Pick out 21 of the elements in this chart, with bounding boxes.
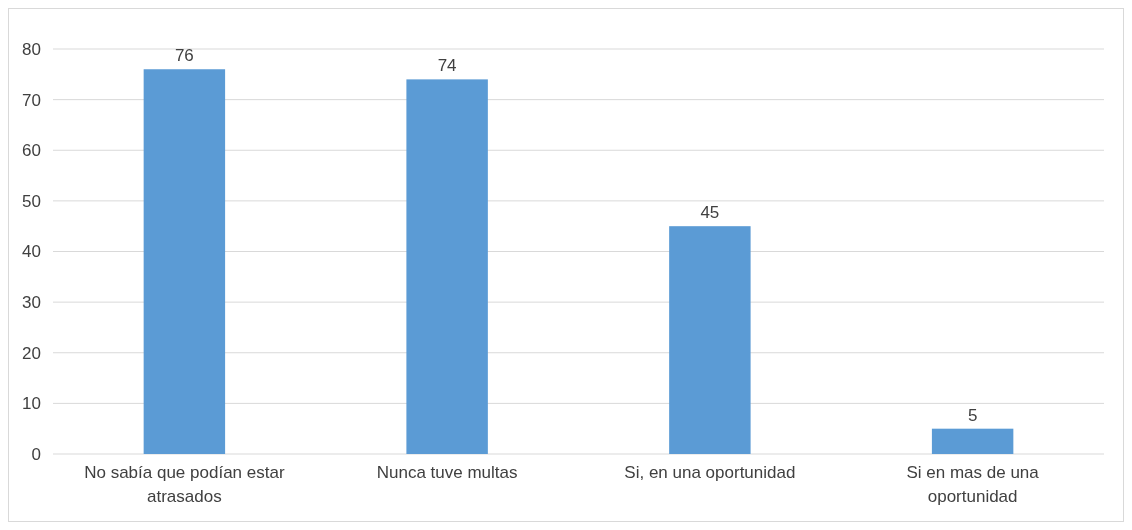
y-tick-label: 0 (31, 444, 41, 464)
x-tick-label: Si en mas de una oportunidad (906, 463, 1040, 506)
y-tick-label: 80 (22, 39, 41, 59)
bar (406, 79, 488, 454)
data-label: 74 (437, 56, 457, 76)
bar (669, 226, 751, 454)
y-tick-label: 70 (22, 90, 41, 110)
bar (931, 428, 1014, 454)
data-label: 5 (967, 405, 978, 425)
y-tick-label: 60 (22, 141, 41, 161)
data-label: 45 (700, 203, 720, 223)
y-tick-label: 20 (22, 343, 41, 363)
y-tick-label: 50 (22, 191, 41, 211)
data-label: 76 (174, 46, 194, 66)
x-tick-label: Nunca tuve multas (376, 463, 518, 482)
y-tick-label: 30 (22, 293, 41, 313)
x-tick-label: No sabía que podían estar atrasados (84, 463, 285, 506)
y-tick-label: 10 (22, 394, 41, 414)
y-tick-label: 40 (22, 242, 41, 262)
bar (143, 69, 226, 454)
x-tick-label: Si, en una oportunidad (624, 463, 796, 482)
